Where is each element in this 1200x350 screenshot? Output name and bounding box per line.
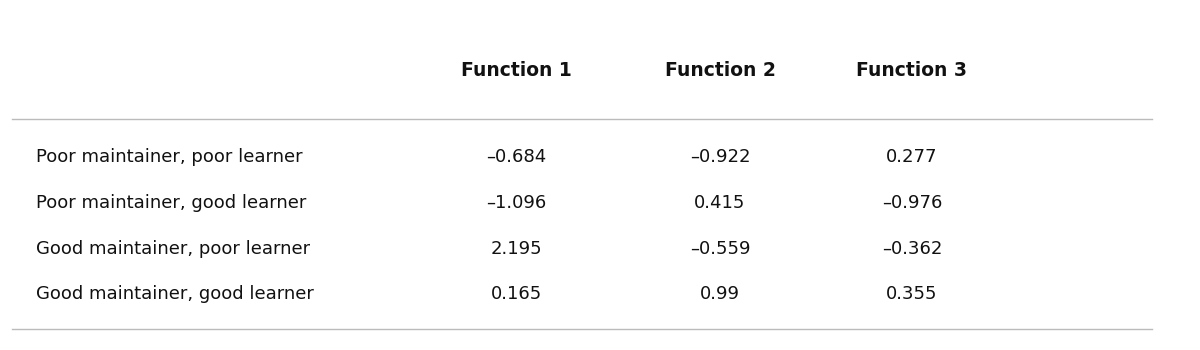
Text: 0.99: 0.99 bbox=[700, 285, 740, 303]
Text: –0.684: –0.684 bbox=[486, 148, 546, 167]
Text: Good maintainer, good learner: Good maintainer, good learner bbox=[36, 285, 314, 303]
Text: Function 2: Function 2 bbox=[665, 61, 775, 79]
Text: 0.415: 0.415 bbox=[695, 194, 745, 212]
Text: –1.096: –1.096 bbox=[486, 194, 546, 212]
Text: 0.277: 0.277 bbox=[887, 148, 937, 167]
Text: Function 3: Function 3 bbox=[857, 61, 967, 79]
Text: –0.976: –0.976 bbox=[882, 194, 942, 212]
Text: Poor maintainer, good learner: Poor maintainer, good learner bbox=[36, 194, 306, 212]
Text: –0.922: –0.922 bbox=[690, 148, 750, 167]
Text: 0.355: 0.355 bbox=[887, 285, 937, 303]
Text: 2.195: 2.195 bbox=[490, 239, 542, 258]
Text: Poor maintainer, poor learner: Poor maintainer, poor learner bbox=[36, 148, 302, 167]
Text: 0.165: 0.165 bbox=[491, 285, 541, 303]
Text: Function 1: Function 1 bbox=[461, 61, 571, 79]
Text: –0.362: –0.362 bbox=[882, 239, 942, 258]
Text: –0.559: –0.559 bbox=[690, 239, 750, 258]
Text: Good maintainer, poor learner: Good maintainer, poor learner bbox=[36, 239, 310, 258]
